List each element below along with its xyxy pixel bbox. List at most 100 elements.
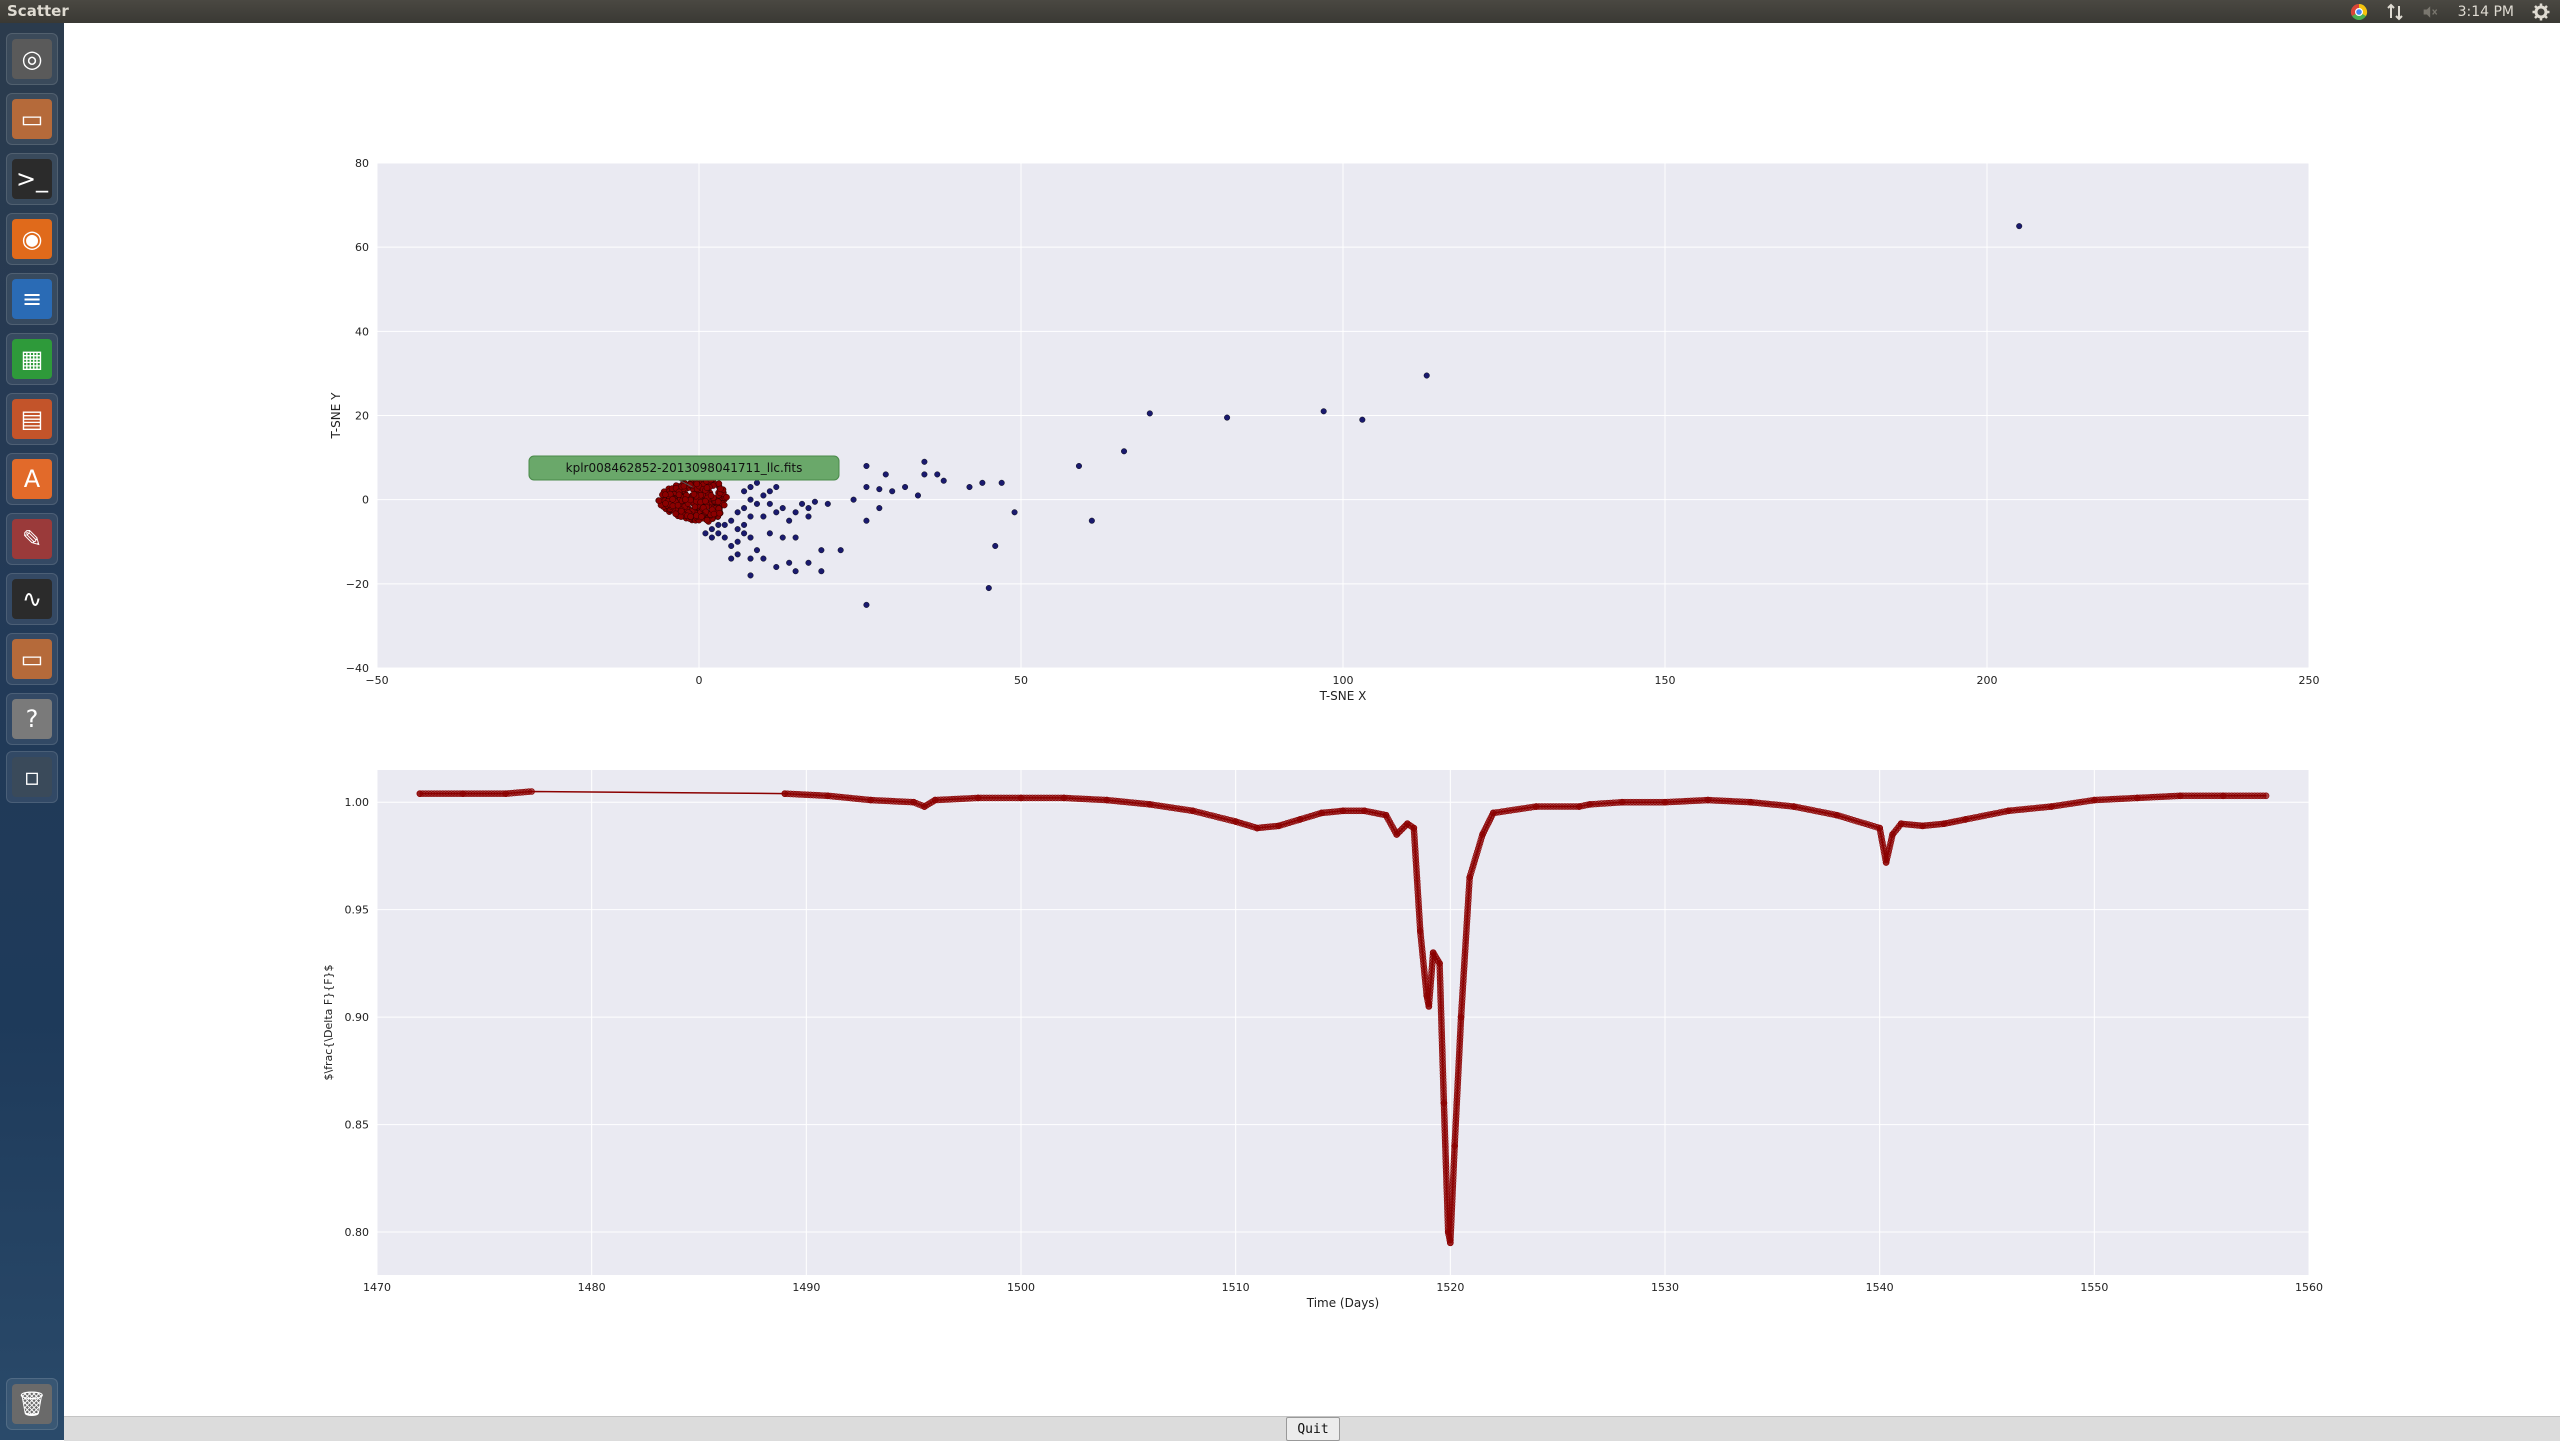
scatter-point	[806, 560, 812, 566]
scatter-point	[889, 488, 895, 494]
highlighted-point	[717, 486, 723, 492]
scatter-point	[883, 472, 889, 478]
scatter-point	[851, 497, 857, 503]
files-launcher-button[interactable]: ▭	[6, 93, 58, 145]
lightcurve-axes[interactable]: 1470 1480 1490 1500 1510 1520 1530 1540 1550 1560…	[322, 770, 2323, 1310]
settings-launcher-button[interactable]: ✎	[6, 513, 58, 565]
y-tick-label: −40	[346, 662, 369, 675]
scatter-point	[1089, 518, 1095, 524]
x-tick-label: 200	[1977, 674, 1998, 687]
volume-muted-icon[interactable]	[2422, 3, 2440, 21]
lightcurve-point	[1587, 801, 1593, 807]
lightcurve-point	[1920, 823, 1926, 829]
scatter-point	[1076, 463, 1082, 469]
lightcurve-point	[1662, 799, 1668, 805]
scatter-point	[716, 531, 722, 537]
scatter-point	[986, 585, 992, 591]
help-launcher-button[interactable]: ?	[6, 693, 58, 745]
chrome-icon[interactable]	[2350, 3, 2368, 21]
network-icon[interactable]	[2386, 3, 2404, 21]
scatter-point	[877, 486, 883, 492]
y-tick-label: 0.90	[345, 1011, 370, 1024]
lightcurve-point	[1834, 812, 1840, 818]
lightcurve-point	[1458, 1014, 1464, 1020]
scatter-point	[915, 493, 921, 499]
writer-launcher-button[interactable]: ≡	[6, 273, 58, 325]
x-tick-label: 250	[2299, 674, 2320, 687]
scatter-point	[780, 505, 786, 511]
lightcurve-point	[932, 797, 938, 803]
files-launcher-button[interactable]: ▭	[6, 633, 58, 685]
scatter-point	[825, 501, 831, 507]
y-tick-label: 0	[362, 494, 369, 507]
system-tray: 3:14 PM	[2350, 0, 2550, 23]
lightcurve-point	[1705, 797, 1711, 803]
terminal-icon: >_	[12, 159, 52, 199]
highlighted-point	[688, 514, 694, 520]
scatter-point	[793, 535, 799, 541]
scatter-point	[728, 556, 734, 562]
software-center-launcher-button[interactable]: A	[6, 453, 58, 505]
clock[interactable]: 3:14 PM	[2458, 4, 2514, 20]
scatter-point	[922, 459, 928, 465]
lightcurve-x-axis-label: Time (Days)	[1306, 1296, 1380, 1310]
scatter-point	[799, 501, 805, 507]
lightcurve-point	[1441, 1100, 1447, 1106]
trash-launcher-button[interactable]: 🗑	[6, 1378, 58, 1430]
lightcurve-point	[1430, 950, 1436, 956]
workspace-launcher-button[interactable]: ▫	[6, 751, 58, 803]
highlighted-point	[724, 494, 730, 500]
lightcurve-point	[417, 791, 423, 797]
scatter-axes[interactable]: −50 0 50 100 150 200 250 −40 −20 0 20 40 60 80 T-SNE …	[329, 157, 2320, 703]
trash-icon: 🗑	[12, 1384, 52, 1424]
scatter-point	[754, 547, 760, 553]
system-monitor-launcher-button[interactable]: ∿	[6, 573, 58, 625]
scatter-point	[999, 480, 1005, 486]
impress-launcher-button[interactable]: ▤	[6, 393, 58, 445]
launcher: ◎ ▭ >_ ◉ ≡ ▦ ▤ A ✎ ∿ ▭? ▫ 🗑	[0, 23, 64, 1440]
workspace-icon: ▫	[12, 757, 52, 797]
quit-button[interactable]: Quit	[1286, 1417, 1340, 1441]
scatter-point	[722, 522, 728, 528]
highlighted-point	[662, 492, 668, 498]
calc-launcher-button[interactable]: ▦	[6, 333, 58, 385]
scatter-point	[934, 472, 940, 478]
lightcurve-point	[1883, 859, 1889, 865]
files-icon: ▭	[12, 99, 52, 139]
x-tick-label: 100	[1333, 674, 1354, 687]
lightcurve-point	[1576, 804, 1582, 810]
scatter-point	[748, 514, 754, 520]
writer-icon: ≡	[12, 279, 52, 319]
lightcurve-point	[1480, 831, 1486, 837]
calc-icon: ▦	[12, 339, 52, 379]
lightcurve-point	[1898, 821, 1904, 827]
terminal-launcher-button[interactable]: >_	[6, 153, 58, 205]
lightcurve-point	[529, 788, 535, 794]
lightcurve-point	[1340, 808, 1346, 814]
lightcurve-point	[1490, 810, 1496, 816]
scatter-point	[980, 480, 986, 486]
highlighted-point	[675, 502, 681, 508]
x-tick-label: 1510	[1222, 1281, 1250, 1294]
scatter-point	[761, 556, 767, 562]
scatter-point	[1012, 509, 1018, 515]
highlighted-point	[715, 499, 721, 505]
settings-icon: ✎	[12, 519, 52, 559]
lightcurve-point	[1018, 795, 1024, 801]
lightcurve-y-axis-label: $\frac{\Delta F}{F}$	[322, 964, 335, 1080]
firefox-launcher-button[interactable]: ◉	[6, 213, 58, 265]
software-center-icon: A	[12, 459, 52, 499]
lightcurve-point	[1361, 808, 1367, 814]
scatter-point	[735, 509, 741, 515]
gear-icon[interactable]	[2532, 3, 2550, 21]
scatter-point	[786, 518, 792, 524]
highlighted-point	[708, 493, 714, 499]
scatter-point	[1321, 408, 1327, 414]
lightcurve-point	[1619, 799, 1625, 805]
x-tick-label: 1490	[792, 1281, 820, 1294]
scatter-point	[709, 535, 715, 541]
scatter-point	[806, 514, 812, 520]
figure-canvas[interactable]: −50 0 50 100 150 200 250 −40 −20 0 20 40 60 80 T-SNE …	[64, 23, 2560, 1416]
dash-home-launcher-button[interactable]: ◎	[6, 33, 58, 85]
lightcurve-point	[1445, 1229, 1451, 1235]
